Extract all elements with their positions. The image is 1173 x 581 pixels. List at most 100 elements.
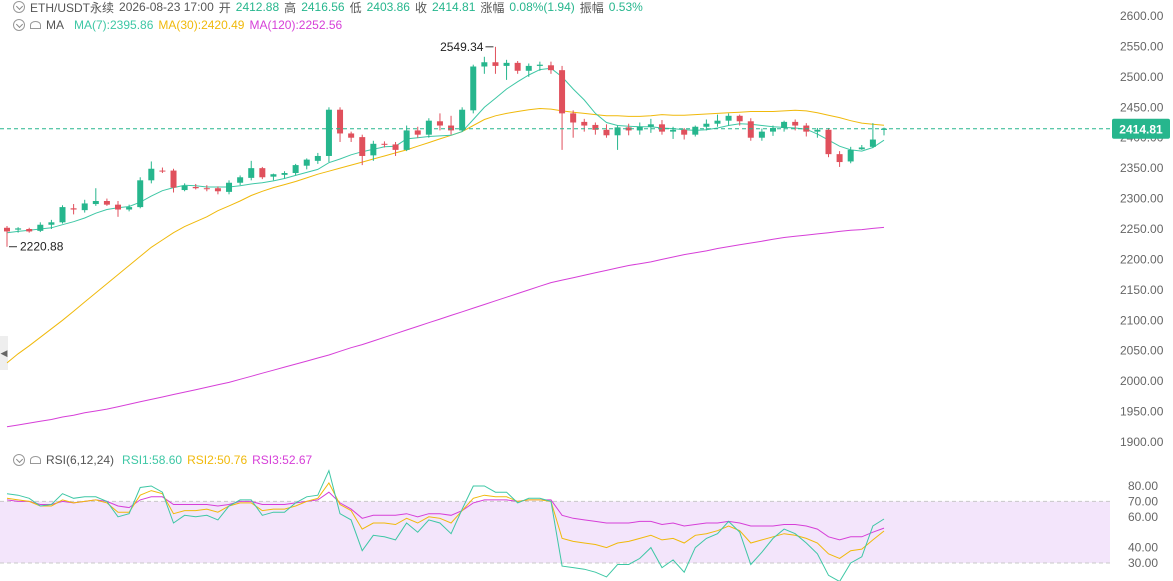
chevron-left-icon: ◀ <box>0 347 8 358</box>
candle-body <box>148 168 155 181</box>
candle-body <box>858 147 865 150</box>
candle-body <box>270 174 277 177</box>
candle-body <box>103 201 110 205</box>
candle-body <box>503 62 510 66</box>
current-price-tag <box>1112 118 1170 139</box>
candle-body <box>869 139 876 147</box>
candle-body <box>625 127 632 131</box>
ma-label: MA <box>46 18 64 32</box>
candle-body <box>325 109 332 156</box>
candle-body <box>470 66 477 111</box>
candle-body <box>559 70 566 114</box>
rsi-tick-label: 40.00 <box>1128 541 1158 555</box>
current-price-label: 2414.81 <box>1119 123 1163 137</box>
candle-body <box>847 149 854 162</box>
candle-body <box>781 121 788 128</box>
candle-body <box>481 62 488 67</box>
eye-icon[interactable] <box>30 21 41 29</box>
symbol-label: ETH/USDT永续 <box>30 0 115 15</box>
close-value: 2414.81 <box>432 0 476 14</box>
chevron-down-icon[interactable] <box>13 1 25 13</box>
candle-body <box>736 115 743 122</box>
candle-body <box>237 177 244 183</box>
ma7-value: MA(7):2395.86 <box>74 18 154 32</box>
candle-body <box>115 204 122 210</box>
candle-body <box>725 115 732 121</box>
ma120-value: MA(120):2252.56 <box>249 18 343 32</box>
candle-body <box>92 201 99 205</box>
candle-body <box>603 129 610 136</box>
candle-body <box>381 143 388 145</box>
candle-body <box>881 128 887 130</box>
header-ohlc-row: ETH/USDT永续 2026-08-23 17:00 开 2412.88 高 … <box>13 0 648 15</box>
candle-body <box>181 185 188 191</box>
candle-body <box>414 130 421 135</box>
candle-body <box>403 130 410 150</box>
candle-body <box>48 222 55 225</box>
price-tick-label: 2550.00 <box>1120 39 1164 53</box>
rsi1-line <box>6 469 885 581</box>
rsi3-line <box>6 491 885 541</box>
candle-body <box>592 124 599 130</box>
chevron-down-icon[interactable] <box>13 454 25 466</box>
candle-body <box>714 120 721 124</box>
ma-legend-row: MA MA(7):2395.86 MA(30):2420.49 MA(120):… <box>13 18 347 32</box>
candle-body <box>459 109 466 131</box>
price-tick-label: 2450.00 <box>1120 100 1164 114</box>
candle-body <box>314 155 321 161</box>
candle-body <box>436 121 443 126</box>
collapse-panel-handle[interactable]: ◀ <box>0 336 8 370</box>
candle-body <box>159 170 166 172</box>
price-tick-label: 1900.00 <box>1120 435 1164 449</box>
candle-body <box>647 124 654 127</box>
ma30-value: MA(30):2420.49 <box>158 18 245 32</box>
candle-body <box>792 121 799 126</box>
candle-body <box>359 137 366 156</box>
candle-body <box>681 129 688 135</box>
candle-body <box>814 129 821 132</box>
candle-body <box>825 129 832 155</box>
amplitude-label: 振幅 <box>579 0 604 15</box>
rsi-tick-label: 70.00 <box>1128 494 1158 508</box>
candle-body <box>536 64 543 66</box>
candle-body <box>692 126 699 135</box>
candle-body <box>658 124 665 132</box>
open-value: 2412.88 <box>235 0 280 14</box>
chevron-down-icon[interactable] <box>13 19 25 31</box>
price-tick-label: 2600.00 <box>1120 9 1164 23</box>
price-tick-label: 2000.00 <box>1120 374 1164 388</box>
datetime-label: 2026-08-23 17:00 <box>119 0 214 14</box>
candle-body <box>248 168 255 178</box>
candle-body <box>226 182 233 192</box>
price-tick-label: 2300.00 <box>1120 192 1164 206</box>
candle-body <box>214 188 221 192</box>
candle-body <box>758 131 765 138</box>
rsi3-value: RSI3:52.67 <box>252 453 313 467</box>
rsi-tick-label: 30.00 <box>1128 556 1158 570</box>
candle-body <box>292 165 299 174</box>
price-tick-label: 2050.00 <box>1120 344 1164 358</box>
open-label: 开 <box>218 0 231 15</box>
rsi-tick-label: 80.00 <box>1128 479 1158 493</box>
candle-body <box>670 129 677 132</box>
candle-body <box>70 208 77 210</box>
change-value: 0.08%(1.94) <box>509 0 575 14</box>
price-tick-label: 2100.00 <box>1120 313 1164 327</box>
price-tick-label: 2250.00 <box>1120 222 1164 236</box>
candle-body <box>392 144 399 150</box>
candle-body <box>581 121 588 126</box>
candle-body <box>37 224 44 231</box>
eye-icon[interactable] <box>30 456 41 464</box>
candle-body <box>370 143 377 156</box>
candle-body <box>348 133 355 138</box>
rsi-legend-row: RSI(6,12,24) RSI1:58.60 RSI2:50.76 RSI3:… <box>13 453 317 467</box>
candle-body <box>192 187 199 189</box>
rsi-band <box>0 501 1110 563</box>
candle-body <box>337 109 344 134</box>
candle-body <box>547 65 554 71</box>
price-tick-label: 2200.00 <box>1120 252 1164 266</box>
candle-body <box>4 227 10 232</box>
ma120-line <box>6 226 885 428</box>
change-label: 涨幅 <box>480 0 505 15</box>
